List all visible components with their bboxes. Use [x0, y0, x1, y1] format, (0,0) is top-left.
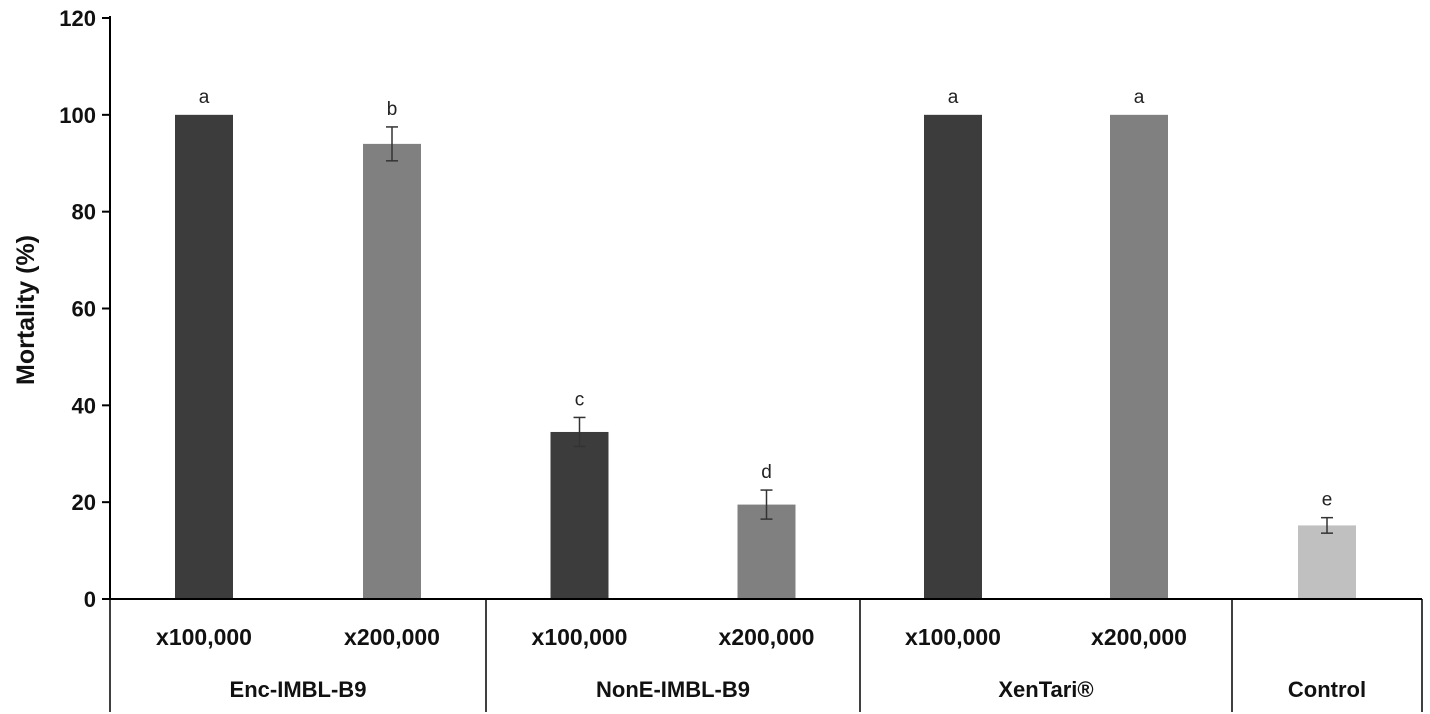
x-category-label: x100,000: [532, 624, 628, 650]
y-tick-label: 40: [72, 393, 96, 418]
y-tick-label: 80: [72, 200, 96, 225]
x-group-label: Control: [1288, 677, 1366, 702]
bar: [175, 114, 233, 599]
bar: [1298, 525, 1356, 599]
y-tick-label: 120: [59, 6, 96, 31]
y-axis-title: Mortality (%): [12, 235, 40, 385]
bar: [924, 114, 982, 599]
bar: [550, 431, 609, 599]
significance-letter: b: [387, 99, 398, 120]
y-axis: 0 20 40 60 80 100 120: [59, 6, 111, 612]
x-group-label: Enc-IMBL-B9: [230, 677, 367, 702]
significance-letter: a: [948, 87, 959, 108]
y-tick-label: 100: [59, 103, 96, 128]
significance-letter: a: [1134, 87, 1145, 108]
x-category-label: x200,000: [344, 624, 440, 650]
x-category-label: x200,000: [1091, 624, 1187, 650]
bar: [737, 504, 796, 599]
x-category-label: x100,000: [156, 624, 252, 650]
significance-letter: e: [1322, 490, 1333, 511]
y-tick-label: 60: [72, 297, 96, 322]
significance-letter: c: [575, 389, 585, 410]
significance-letter: d: [761, 462, 772, 483]
y-tick-label: 20: [72, 490, 96, 515]
bars: a b c d a a e: [175, 87, 1356, 599]
x-axis: x100,000 x200,000 Enc-IMBL-B9 x100,000 x200,…: [109, 598, 1423, 712]
x-group-label: XenTari®: [998, 677, 1093, 702]
x-category-label: x100,000: [905, 624, 1001, 650]
y-tick-label: 0: [84, 587, 96, 612]
x-category-label: x200,000: [719, 624, 815, 650]
x-group-label: NonE-IMBL-B9: [596, 677, 750, 702]
bar: [1110, 114, 1168, 599]
bar: [363, 143, 421, 599]
significance-letter: a: [199, 87, 210, 108]
